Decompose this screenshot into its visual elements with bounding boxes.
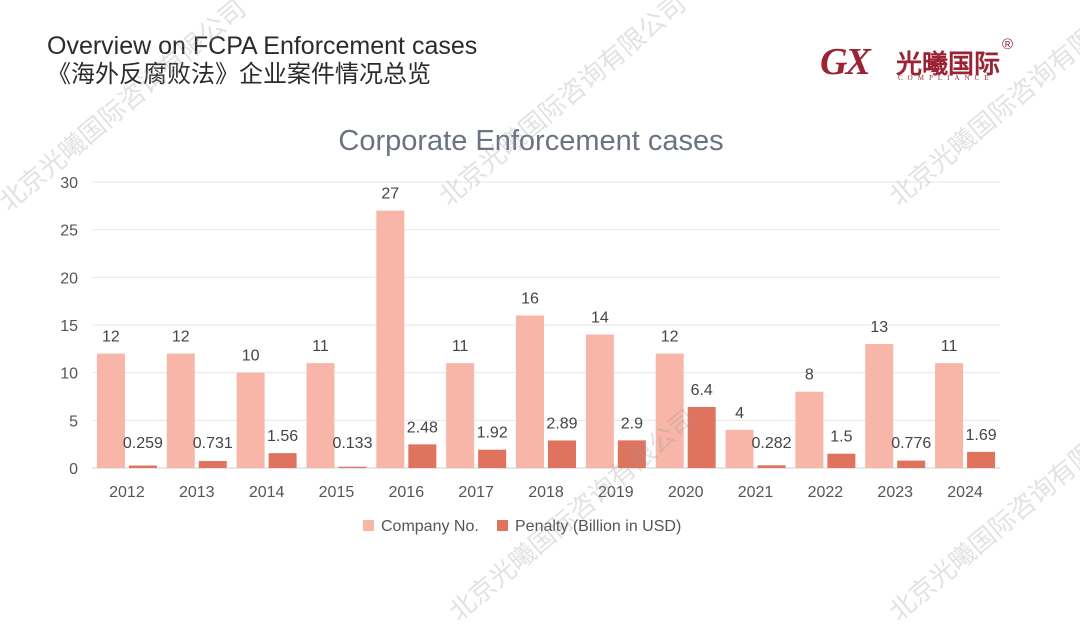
- bar-penalty: [128, 465, 157, 468]
- x-tick-label: 2015: [319, 484, 355, 501]
- enforcement-bar-chart: Corporate Enforcement cases 0 5 10 15 20 25 30 1…: [60, 125, 1000, 535]
- data-label-penalty: 1.92: [477, 425, 508, 442]
- bar-penalty: [617, 440, 646, 468]
- x-tick-label: 2021: [738, 484, 774, 501]
- logo-mark: GX: [820, 41, 871, 83]
- data-label-penalty: 6.4: [691, 382, 713, 399]
- bar-penalty: [897, 460, 926, 468]
- y-tick-label: 20: [60, 270, 78, 287]
- data-label-penalty: 1.69: [966, 427, 997, 444]
- bar-penalty: [338, 466, 367, 468]
- bar-company: [585, 334, 614, 468]
- x-tick-label: 2022: [808, 484, 844, 501]
- bar-penalty: [687, 406, 716, 468]
- data-label-penalty: 2.9: [621, 415, 643, 432]
- bar-penalty: [827, 453, 856, 468]
- bar-company: [865, 344, 894, 468]
- x-tick-label: 2024: [947, 484, 983, 501]
- bar-company: [306, 363, 335, 468]
- bar-company: [446, 363, 475, 468]
- legend-penalty-label: Penalty (Billion in USD): [515, 518, 681, 535]
- data-label-company: 12: [661, 329, 679, 346]
- y-tick-label: 30: [60, 175, 78, 192]
- bar-company: [725, 429, 754, 468]
- bar-company: [655, 353, 684, 468]
- data-label-penalty: 0.259: [123, 435, 163, 452]
- data-label-penalty: 1.56: [267, 428, 298, 445]
- data-label-company: 11: [941, 338, 958, 355]
- bar-penalty: [478, 449, 507, 468]
- data-label-penalty: 0.282: [752, 435, 792, 452]
- data-label-company: 13: [870, 319, 888, 336]
- y-tick-label: 0: [69, 461, 78, 478]
- data-label-company: 4: [735, 405, 744, 422]
- legend-company-label: Company No.: [381, 518, 479, 535]
- bar-penalty: [757, 465, 786, 468]
- bar-company: [795, 391, 824, 468]
- data-label-penalty: 0.133: [332, 435, 372, 452]
- y-tick-label: 10: [60, 366, 78, 383]
- y-tick-label: 5: [69, 413, 78, 430]
- data-label-penalty: 0.731: [193, 435, 233, 452]
- data-label-company: 16: [521, 290, 539, 307]
- data-label-company: 10: [242, 348, 260, 365]
- slide-heading: Overview on FCPA Enforcement cases 《海外反腐…: [47, 32, 477, 88]
- y-tick-label: 25: [60, 223, 78, 240]
- logo-registered-mark: ®: [1002, 36, 1014, 53]
- x-tick-label: 2016: [389, 484, 425, 501]
- legend-company-swatch: [363, 520, 374, 531]
- x-tick-label: 2012: [109, 484, 145, 501]
- bar-penalty: [967, 451, 996, 468]
- y-tick-label: 15: [60, 318, 78, 335]
- data-label-company: 14: [591, 310, 609, 327]
- data-label-company: 11: [312, 338, 329, 355]
- bar-penalty: [548, 440, 576, 468]
- x-tick-label: 2019: [598, 484, 634, 501]
- bar-company: [516, 315, 544, 468]
- slide-title-zh: 《海外反腐败法》企业案件情况总览: [47, 59, 431, 88]
- bar-company: [166, 353, 195, 468]
- data-label-penalty: 1.5: [830, 429, 852, 446]
- x-tick-label: 2017: [458, 484, 494, 501]
- bar-company: [935, 363, 964, 468]
- data-label-penalty: 2.89: [546, 415, 577, 432]
- legend-penalty-swatch: [497, 520, 508, 531]
- logo-tagline: COMPLIANCE: [898, 74, 994, 82]
- data-label-company: 12: [102, 329, 120, 346]
- x-tick-label: 2014: [249, 484, 285, 501]
- data-label-penalty: 0.776: [891, 435, 931, 452]
- bar-penalty: [198, 461, 227, 468]
- bar-company: [96, 353, 125, 468]
- chart-title: Corporate Enforcement cases: [338, 125, 723, 157]
- x-tick-label: 2013: [179, 484, 215, 501]
- x-tick-label: 2018: [528, 484, 564, 501]
- brand-logo: GX 光曦国际 ® COMPLIANCE: [818, 36, 1028, 88]
- bar-penalty: [268, 453, 297, 468]
- data-label-penalty: 2.48: [407, 419, 438, 436]
- logo-name: 光曦国际: [896, 50, 1001, 80]
- slide-title-en: Overview on FCPA Enforcement cases: [47, 32, 478, 60]
- x-tick-label: 2020: [668, 484, 704, 501]
- bar-company: [236, 372, 265, 468]
- data-label-company: 8: [805, 367, 814, 384]
- data-label-company: 11: [452, 338, 469, 355]
- data-label-company: 27: [381, 186, 399, 203]
- bar-company: [376, 210, 405, 468]
- bar-penalty: [408, 444, 437, 468]
- x-tick-label: 2023: [877, 484, 913, 501]
- data-label-company: 12: [172, 329, 190, 346]
